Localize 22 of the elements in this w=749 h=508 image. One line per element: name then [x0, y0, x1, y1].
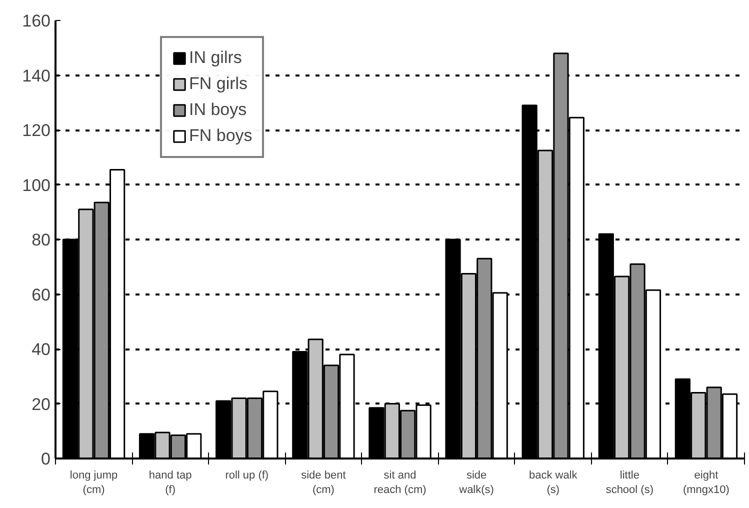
legend-label: FN girls	[189, 74, 248, 94]
y-tick-label: 80	[32, 230, 51, 250]
legend-label: IN gilrs	[189, 48, 242, 68]
x-tick-label: hand tap (f)	[148, 470, 192, 496]
y-tick-label: 40	[32, 340, 51, 359]
x-tick-label: side walk(s)	[458, 470, 494, 496]
x-tick-label: eight (mngx10)	[682, 470, 730, 496]
x-tick-label: side bent (cm)	[301, 470, 346, 496]
legend-label: FN boys	[189, 126, 252, 146]
y-tick-label: 60	[32, 285, 51, 304]
x-tick-label: sit and reach (cm)	[374, 470, 426, 496]
y-tick-label: 120	[22, 121, 51, 140]
y-tick-label: 140	[22, 66, 51, 86]
y-tick-label: 0	[41, 450, 51, 468]
y-tick-label: 100	[22, 176, 51, 195]
x-tick-label: roll up (f)	[225, 470, 269, 482]
x-tick-label: little school (s)	[606, 470, 654, 496]
x-tick-label: back walk (s)	[528, 470, 578, 496]
legend-label: IN boys	[189, 100, 247, 120]
y-tick-label: 160	[22, 12, 51, 30]
x-tick-label: long jump (cm)	[70, 470, 118, 496]
y-tick-label: 20	[32, 394, 51, 414]
